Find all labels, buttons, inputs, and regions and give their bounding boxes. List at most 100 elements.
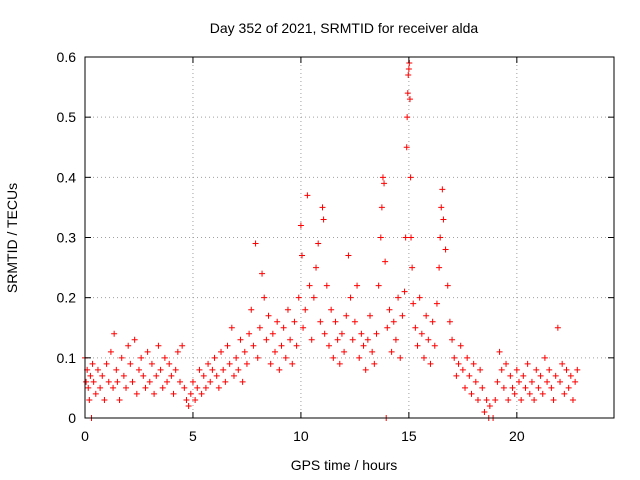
data-point	[181, 384, 188, 391]
x-tick-label: 0	[81, 428, 89, 444]
data-point	[351, 318, 358, 325]
data-point	[114, 378, 121, 385]
data-point	[300, 324, 307, 331]
data-point	[403, 144, 410, 151]
data-point	[315, 240, 322, 247]
data-point	[554, 324, 561, 331]
data-point	[111, 330, 118, 337]
data-point	[338, 330, 345, 337]
data-point	[207, 378, 214, 385]
data-point	[308, 336, 315, 343]
data-point	[409, 264, 416, 271]
data-point	[183, 396, 190, 403]
data-point	[392, 336, 399, 343]
data-point	[349, 336, 356, 343]
data-point	[384, 324, 391, 331]
data-point	[354, 282, 361, 289]
data-point	[113, 366, 120, 373]
data-point	[200, 372, 207, 379]
data-point	[297, 222, 304, 229]
data-point	[563, 366, 570, 373]
data-point	[293, 342, 300, 349]
data-point	[470, 360, 477, 367]
data-point	[477, 366, 484, 373]
data-point	[129, 378, 136, 385]
data-point	[381, 180, 388, 187]
data-point	[185, 402, 192, 409]
data-point	[306, 282, 313, 289]
data-point	[546, 366, 553, 373]
data-point	[436, 264, 443, 271]
data-point	[224, 342, 231, 349]
data-points	[82, 60, 581, 421]
data-point	[205, 360, 212, 367]
data-point	[492, 396, 499, 403]
data-point	[544, 378, 551, 385]
data-point	[539, 390, 546, 397]
data-point	[356, 354, 363, 361]
y-tick-label: 0.4	[57, 169, 77, 185]
data-point	[298, 252, 305, 259]
data-point	[218, 348, 225, 355]
data-point	[401, 288, 408, 295]
data-point	[364, 336, 371, 343]
data-point	[414, 342, 421, 349]
data-point	[548, 384, 555, 391]
data-point	[135, 366, 142, 373]
data-point	[373, 330, 380, 337]
data-point	[358, 330, 365, 337]
data-point	[235, 366, 242, 373]
data-point	[425, 336, 432, 343]
data-point	[559, 360, 566, 367]
data-point	[375, 282, 382, 289]
data-point	[105, 378, 112, 385]
data-point	[444, 282, 451, 289]
data-point	[457, 342, 464, 349]
data-point	[420, 354, 427, 361]
data-point	[226, 360, 233, 367]
data-point	[192, 396, 199, 403]
data-point	[287, 336, 294, 343]
data-point	[202, 384, 209, 391]
data-point	[453, 372, 460, 379]
data-point	[405, 66, 412, 73]
data-point	[541, 354, 548, 361]
data-point	[118, 354, 125, 361]
data-point	[481, 408, 488, 415]
data-point	[107, 348, 114, 355]
data-point	[153, 372, 160, 379]
data-point	[267, 360, 274, 367]
data-point	[388, 348, 395, 355]
data-point	[343, 312, 350, 319]
data-point	[325, 342, 332, 349]
x-tick-label: 15	[401, 428, 417, 444]
data-point	[377, 234, 384, 241]
data-point	[455, 360, 462, 367]
y-tick-label: 0.5	[57, 109, 77, 125]
data-point	[291, 318, 298, 325]
data-point	[574, 366, 581, 373]
data-point	[261, 294, 268, 301]
data-point	[246, 330, 253, 337]
data-point	[148, 360, 155, 367]
data-point	[528, 378, 535, 385]
data-point	[254, 354, 261, 361]
data-point	[518, 396, 525, 403]
data-point	[561, 390, 568, 397]
data-point	[320, 216, 327, 223]
data-point	[526, 390, 533, 397]
data-point	[479, 384, 486, 391]
data-point	[233, 354, 240, 361]
data-point	[533, 366, 540, 373]
data-point	[220, 366, 227, 373]
data-point	[345, 252, 352, 259]
data-point	[89, 360, 96, 367]
data-point	[170, 390, 177, 397]
data-point	[416, 294, 423, 301]
data-point	[142, 384, 149, 391]
data-point	[386, 306, 393, 313]
data-point	[496, 348, 503, 355]
data-point	[239, 378, 246, 385]
